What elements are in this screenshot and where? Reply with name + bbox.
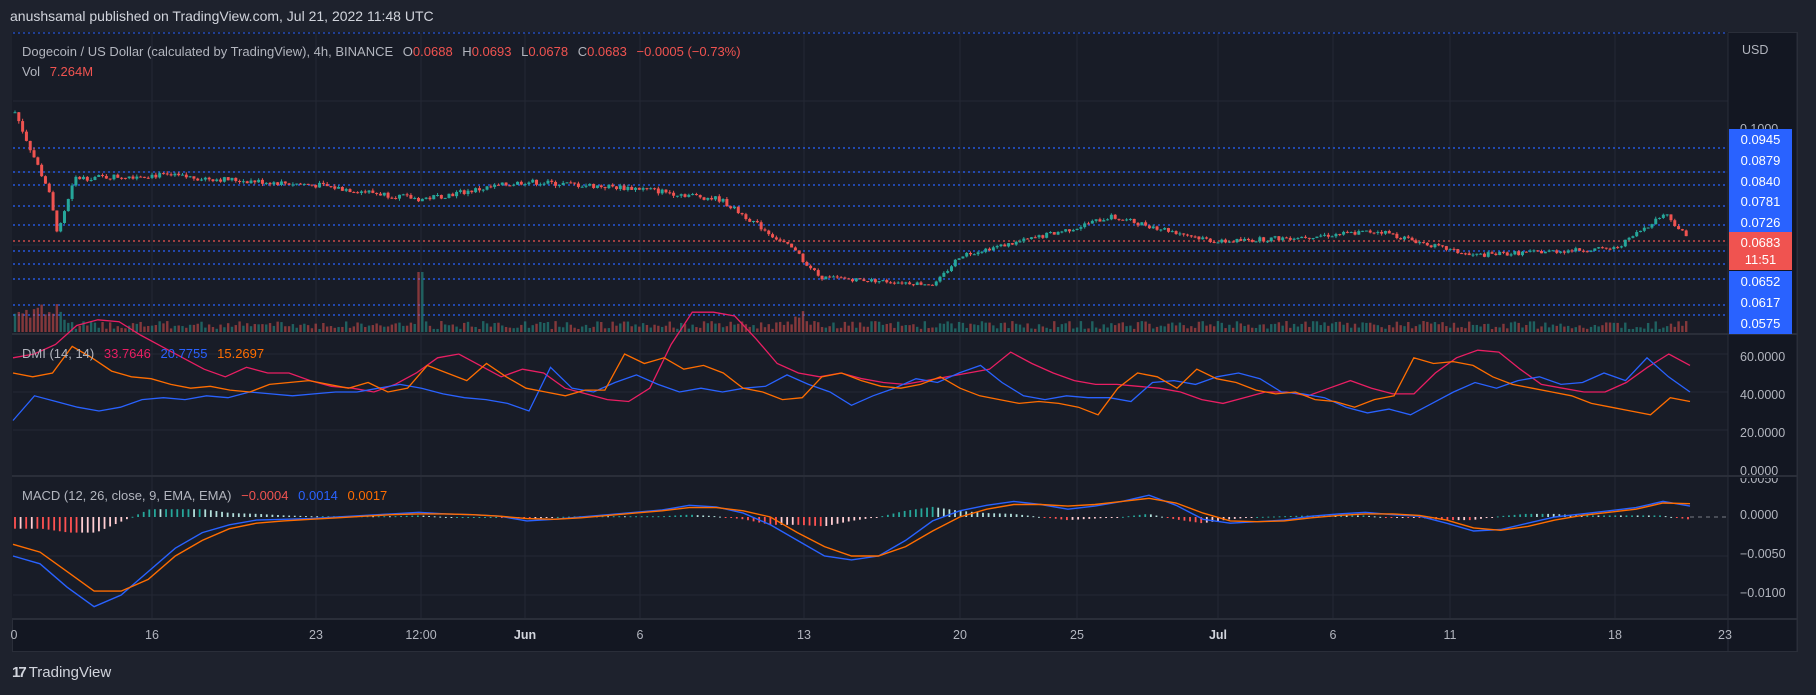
ohlc-close: C0.0683	[577, 44, 627, 59]
ohlc-open: O0.0688	[402, 44, 453, 59]
macd-legend[interactable]: MACD (12, 26, close, 9, EMA, EMA) −0.000…	[22, 488, 393, 503]
symbol-legend[interactable]: Dogecoin / US Dollar (calculated by Trad…	[22, 44, 747, 59]
tradingview-logo[interactable]: 17 TradingView	[12, 664, 111, 681]
volume-value: 7.264M	[49, 64, 94, 79]
macd-axis-0050: 0.0050	[1740, 472, 1779, 486]
macd-axis-0: 0.0000	[1740, 508, 1779, 522]
macd-axis-neg0100: −0.0100	[1740, 586, 1786, 600]
ohlc-high: H0.0693	[462, 44, 512, 59]
price-change: −0.0005 (−0.73%)	[636, 44, 741, 59]
current-price-tag: 0.0683 11:51	[1729, 232, 1792, 270]
price-level-tag: 0.0781	[1729, 191, 1792, 212]
ohlc-low: L0.0678	[521, 44, 569, 59]
macd-label: MACD (12, 26, close, 9, EMA, EMA)	[22, 488, 232, 503]
dmi-axis-0: 0.0000	[1740, 464, 1779, 478]
time-axis-label: 0	[10, 628, 18, 642]
currency-label[interactable]: USD	[1742, 43, 1769, 57]
volume-legend[interactable]: Vol 7.264M	[22, 64, 99, 79]
published-header: anushsamal published on TradingView.com,…	[10, 8, 434, 24]
dmi-minus-di-value: 15.2697	[217, 346, 265, 361]
price-level-tag: 0.0652	[1729, 271, 1792, 292]
time-axis-label: 12:00	[405, 628, 437, 642]
time-axis-label: 25	[1070, 628, 1084, 642]
tradingview-brand: TradingView	[28, 664, 112, 681]
dmi-label: DMI (14, 14)	[22, 346, 95, 361]
price-level-tag: 0.0945	[1729, 129, 1792, 150]
price-level-tag: 0.0840	[1729, 171, 1792, 192]
price-level-tag: 0.0726	[1729, 212, 1792, 233]
time-axis-label: Jun	[513, 628, 537, 642]
volume-label: Vol	[22, 64, 41, 79]
price-level-tag: 0.0575	[1729, 313, 1792, 334]
time-axis-label: 18	[1608, 628, 1622, 642]
dmi-axis-20: 20.0000	[1740, 426, 1786, 440]
dmi-adx-value: 33.7646	[103, 346, 151, 361]
dmi-legend[interactable]: DMI (14, 14) 33.7646 20.7755 15.2697	[22, 346, 270, 361]
dmi-axis-60: 60.0000	[1740, 350, 1786, 364]
dmi-axis-40: 40.0000	[1740, 388, 1786, 402]
tradingview-logo-icon: 17	[12, 664, 27, 681]
price-level-tag: 0.0879	[1729, 150, 1792, 171]
current-price-value: 0.0683	[1740, 235, 1781, 250]
macd-value: 0.0014	[298, 488, 338, 503]
price-level-tag: 0.0617	[1729, 292, 1792, 313]
time-axis-label: Jul	[1208, 628, 1228, 642]
time-axis-label: 23	[1718, 628, 1732, 642]
dmi-plus-di-value: 20.7755	[160, 346, 208, 361]
macd-axis-neg0050: −0.0050	[1740, 547, 1786, 561]
symbol-title: Dogecoin / US Dollar (calculated by Trad…	[22, 44, 394, 59]
macd-hist-value: −0.0004	[241, 488, 289, 503]
time-axis-label: 16	[145, 628, 159, 642]
time-axis-label: 20	[953, 628, 967, 642]
macd-signal-value: 0.0017	[347, 488, 388, 503]
time-axis-label: 23	[309, 628, 323, 642]
bar-countdown: 11:51	[1744, 252, 1777, 267]
time-axis-label: 11	[1443, 628, 1457, 642]
time-axis-label: 6	[636, 628, 644, 642]
time-axis-label: 13	[797, 628, 811, 642]
time-axis-label: 6	[1329, 628, 1337, 642]
